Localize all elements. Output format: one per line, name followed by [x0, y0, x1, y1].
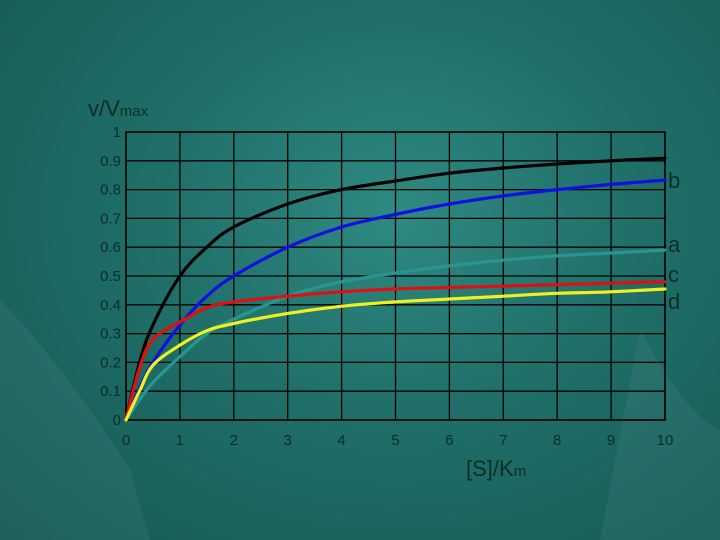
- plot-frame: [125, 131, 666, 421]
- series-label-d: d: [668, 289, 680, 314]
- y-tick-label: 0.7: [100, 210, 121, 227]
- chart-grid: [125, 131, 666, 421]
- x-tick-label: 3: [284, 432, 292, 449]
- y-axis-title: v/Vmax: [88, 96, 149, 121]
- x-tick-label: 8: [553, 432, 561, 449]
- series-line-d: [124, 287, 667, 422]
- series-line-b: [124, 178, 667, 422]
- series-labels: b acd: [668, 168, 681, 314]
- x-tick-label: 7: [499, 432, 507, 449]
- y-axis-title-main: v/V: [88, 96, 120, 121]
- series-line-unlabeled: [124, 156, 667, 422]
- x-tick-label: 9: [607, 432, 615, 449]
- series-curves: [124, 156, 667, 422]
- y-tick-label: 0.1: [100, 383, 121, 400]
- decor-swoosh-left: [0, 300, 150, 540]
- series-label-b: b: [668, 168, 680, 193]
- x-tick-label: 5: [391, 432, 399, 449]
- y-tick-label: 0.4: [100, 297, 121, 314]
- y-tick-label: 0.5: [100, 268, 121, 285]
- decor-swoosh-right: [600, 330, 720, 540]
- y-tick-label: 0: [113, 412, 121, 429]
- x-tick-label: 1: [176, 432, 184, 449]
- y-axis-title-sub: max: [120, 103, 149, 120]
- x-axis-title: [S]/Km: [466, 456, 526, 481]
- series-line-a: [124, 248, 667, 422]
- series-label-a: a: [668, 232, 681, 257]
- series-label-c: c: [668, 262, 679, 287]
- y-tick-label: 0.9: [100, 153, 121, 170]
- y-tick-label: 0.3: [100, 326, 121, 343]
- x-tick-label: 2: [230, 432, 238, 449]
- background-decoration: [0, 300, 720, 540]
- y-tick-label: 1: [113, 124, 121, 141]
- x-tick-label: 0: [122, 432, 130, 449]
- x-axis-title-sub: m: [514, 463, 527, 480]
- y-tick-label: 0.2: [100, 354, 121, 371]
- y-tick-label: 0.6: [100, 239, 121, 256]
- x-tick-label: 10: [657, 432, 674, 449]
- tick-labels: 0 1 2 3 4 5 6 7 8 9 10 0 0.1 0.2 0.3 0.4 0.5 0.6 0.7 0.8 0.9…: [100, 124, 673, 449]
- series-line-c: [124, 280, 667, 422]
- y-tick-label: 0.8: [100, 182, 121, 199]
- x-tick-label: 6: [445, 432, 453, 449]
- x-tick-label: 4: [337, 432, 345, 449]
- x-axis-title-main: [S]/K: [466, 456, 514, 481]
